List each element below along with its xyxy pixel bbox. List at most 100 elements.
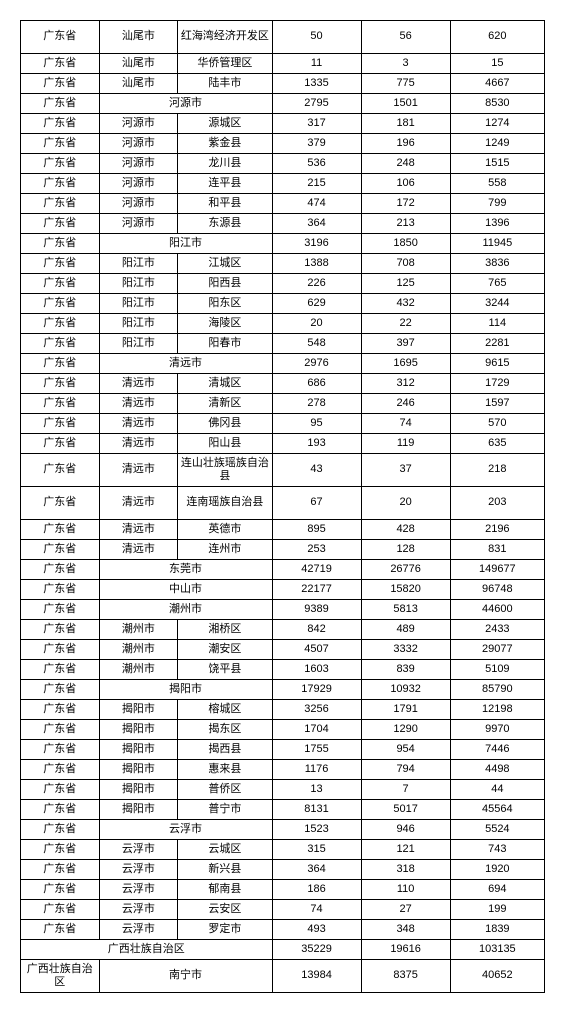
table-cell: 13984 (272, 960, 361, 993)
table-cell: 1850 (361, 234, 450, 254)
table-cell: 9389 (272, 600, 361, 620)
table-cell: 华侨管理区 (178, 54, 272, 74)
table-cell: 1396 (450, 214, 544, 234)
table-cell: 2795 (272, 94, 361, 114)
table-cell: 29077 (450, 640, 544, 660)
table-cell: 246 (361, 394, 450, 414)
table-cell: 广西壮族自治区 (21, 960, 100, 993)
table-cell: 河源市 (99, 214, 178, 234)
table-cell: 3 (361, 54, 450, 74)
table-cell: 阳江市 (99, 274, 178, 294)
table-cell: 74 (361, 414, 450, 434)
table-cell: 英德市 (178, 520, 272, 540)
table-cell: 揭东区 (178, 720, 272, 740)
table-cell: 海陵区 (178, 314, 272, 334)
table-cell: 1515 (450, 154, 544, 174)
table-cell: 428 (361, 520, 450, 540)
table-cell: 379 (272, 134, 361, 154)
table-cell: 广东省 (21, 800, 100, 820)
table-cell: 181 (361, 114, 450, 134)
table-cell: 1176 (272, 760, 361, 780)
table-cell: 紫金县 (178, 134, 272, 154)
table-row: 广东省阳江市海陵区2022114 (21, 314, 545, 334)
table-cell: 罗定市 (178, 920, 272, 940)
table-cell: 河源市 (99, 154, 178, 174)
table-cell: 清远市 (99, 487, 178, 520)
table-cell: 广东省 (21, 780, 100, 800)
table-row: 广西壮族自治区3522919616103135 (21, 940, 545, 960)
table-cell: 陆丰市 (178, 74, 272, 94)
table-cell: 4507 (272, 640, 361, 660)
table-cell: 广东省 (21, 94, 100, 114)
table-cell: 揭阳市 (99, 760, 178, 780)
table-cell: 203 (450, 487, 544, 520)
table-cell: 199 (450, 900, 544, 920)
table-cell: 570 (450, 414, 544, 434)
table-cell: 广东省 (21, 374, 100, 394)
table-row: 广东省河源市紫金县3791961249 (21, 134, 545, 154)
table-cell: 364 (272, 860, 361, 880)
table-cell: 云浮市 (99, 920, 178, 940)
table-cell: 1603 (272, 660, 361, 680)
table-cell: 新兴县 (178, 860, 272, 880)
table-cell: 广东省 (21, 860, 100, 880)
table-cell: 629 (272, 294, 361, 314)
table-cell: 揭阳市 (99, 680, 272, 700)
table-cell: 清远市 (99, 520, 178, 540)
table-cell: 119 (361, 434, 450, 454)
table-cell: 8375 (361, 960, 450, 993)
table-cell: 20 (272, 314, 361, 334)
table-row: 广东省揭阳市惠来县11767944498 (21, 760, 545, 780)
table-cell: 清城区 (178, 374, 272, 394)
table-cell: 128 (361, 540, 450, 560)
table-row: 广东省云浮市云安区7427199 (21, 900, 545, 920)
table-cell: 22177 (272, 580, 361, 600)
table-cell: 惠来县 (178, 760, 272, 780)
table-cell: 潮州市 (99, 640, 178, 660)
table-cell: 106 (361, 174, 450, 194)
table-cell: 广东省 (21, 334, 100, 354)
table-cell: 489 (361, 620, 450, 640)
table-cell: 阳山县 (178, 434, 272, 454)
table-cell: 1791 (361, 700, 450, 720)
table-cell: 普侨区 (178, 780, 272, 800)
table-cell: 35229 (272, 940, 361, 960)
table-cell: 广东省 (21, 194, 100, 214)
table-cell: 85790 (450, 680, 544, 700)
table-cell: 清远市 (99, 540, 178, 560)
table-cell: 248 (361, 154, 450, 174)
table-row: 广东省河源市东源县3642131396 (21, 214, 545, 234)
table-row: 广东省河源市和平县474172799 (21, 194, 545, 214)
table-cell: 7446 (450, 740, 544, 760)
table-cell: 广东省 (21, 540, 100, 560)
table-body: 广东省汕尾市红海湾经济开发区5056620广东省汕尾市华侨管理区11315广东省… (21, 21, 545, 993)
table-cell: 96748 (450, 580, 544, 600)
table-cell: 广东省 (21, 354, 100, 374)
table-row: 广东省云浮市郁南县186110694 (21, 880, 545, 900)
table-cell: 348 (361, 920, 450, 940)
table-cell: 清远市 (99, 394, 178, 414)
table-cell: 清远市 (99, 454, 178, 487)
table-cell: 红海湾经济开发区 (178, 21, 272, 54)
data-table: 广东省汕尾市红海湾经济开发区5056620广东省汕尾市华侨管理区11315广东省… (20, 20, 545, 993)
table-row: 广东省潮州市湘桥区8424892433 (21, 620, 545, 640)
table-cell: 郁南县 (178, 880, 272, 900)
table-cell: 广东省 (21, 414, 100, 434)
table-cell: 317 (272, 114, 361, 134)
table-cell: 364 (272, 214, 361, 234)
table-row: 广东省清远市清新区2782461597 (21, 394, 545, 414)
table-cell: 榕城区 (178, 700, 272, 720)
table-cell: 56 (361, 21, 450, 54)
table-cell: 686 (272, 374, 361, 394)
table-cell: 广东省 (21, 487, 100, 520)
table-cell: 广东省 (21, 520, 100, 540)
table-cell: 1729 (450, 374, 544, 394)
table-cell: 1704 (272, 720, 361, 740)
table-row: 广东省揭阳市揭西县17559547446 (21, 740, 545, 760)
table-cell: 湘桥区 (178, 620, 272, 640)
table-cell: 13 (272, 780, 361, 800)
table-cell: 广东省 (21, 620, 100, 640)
table-cell: 432 (361, 294, 450, 314)
table-cell: 1695 (361, 354, 450, 374)
table-row: 广东省云浮市云城区315121743 (21, 840, 545, 860)
